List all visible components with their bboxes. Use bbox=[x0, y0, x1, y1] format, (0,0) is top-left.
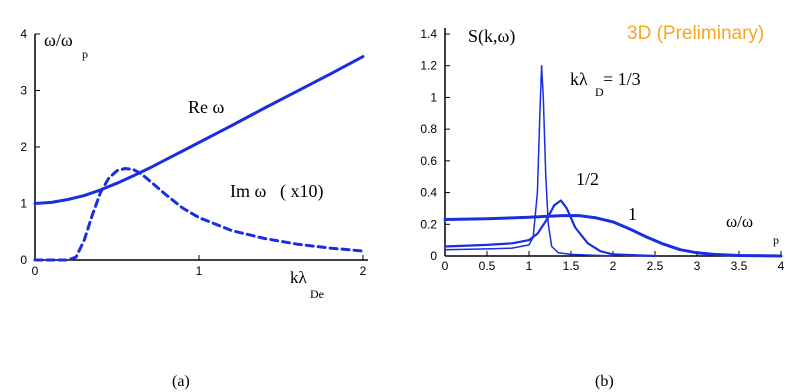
chart-a-ytick-label: 1 bbox=[20, 197, 27, 211]
chart-b-ytick-label: 0.6 bbox=[420, 154, 437, 168]
chart-b-ytick-label: 1.4 bbox=[420, 27, 437, 41]
chart-a-series-line-0 bbox=[33, 55, 365, 205]
chart-b-xtick-label: 3.5 bbox=[731, 259, 748, 273]
series-half-label: 1/2 bbox=[576, 169, 599, 189]
chart-a-ytick-label: 4 bbox=[20, 27, 27, 41]
chart-b-ytick-label: 0 bbox=[430, 249, 437, 263]
chart-b: 0 0.2 0.4 0.6 0.8 1 1.2 1.4 0 0.5 1 1.5 2 2.5 3 3.5 4 S… bbox=[420, 23, 784, 390]
chart-b-ylabel: S(k,ω) bbox=[468, 26, 515, 47]
chart-b-xtick-label: 3 bbox=[694, 259, 701, 273]
chart-b-xlabel-sub: p bbox=[773, 233, 779, 247]
panel-a-caption: (a) bbox=[172, 373, 190, 390]
im-omega-scale-label: ( x10) bbox=[280, 181, 324, 202]
chart-a-xtick-label: 2 bbox=[360, 264, 367, 278]
re-omega-label: Re ω bbox=[188, 97, 224, 117]
chart-b-xtick-label: 4 bbox=[778, 259, 785, 273]
chart-a-xtick-label: 0 bbox=[32, 264, 39, 278]
chart-b-ytick-label: 1.2 bbox=[420, 59, 437, 73]
chart-a-xlabel: kλ bbox=[290, 268, 308, 287]
chart-b-xtick-label: 1 bbox=[526, 259, 533, 273]
chart-b-xlabel: ω/ω bbox=[726, 212, 753, 231]
im-omega-label: Im ω bbox=[230, 181, 266, 201]
chart-b-title: 3D (Preliminary) bbox=[627, 23, 764, 44]
chart-b-xtick-label: 0.5 bbox=[479, 259, 496, 273]
panel-b-caption: (b) bbox=[595, 373, 614, 390]
chart-b-xtick-label: 2.5 bbox=[647, 259, 664, 273]
chart-a-ytick-label: 0 bbox=[20, 253, 27, 267]
chart-b-xtick-label: 0 bbox=[442, 259, 449, 273]
chart-b-series-line-2 bbox=[443, 214, 783, 258]
chart-b-ytick-label: 1 bbox=[430, 90, 437, 104]
chart-b-ytick-label: 0.8 bbox=[420, 122, 437, 136]
chart-a-ylabel-sub: p bbox=[82, 47, 88, 61]
chart-b-series-line-1 bbox=[443, 199, 657, 258]
chart-b-series-line-0 bbox=[444, 64, 614, 257]
series-third-label-sub: D bbox=[595, 85, 604, 99]
chart-a-ytick-label: 3 bbox=[20, 84, 27, 98]
series-third-label-value: = 1/3 bbox=[603, 69, 641, 89]
series-third-label: kλ bbox=[570, 69, 588, 89]
chart-a: 0 1 2 3 4 0 1 2 ω/ω p kλ De Re ω Im ω ( x10) (… bbox=[20, 27, 368, 390]
chart-b-xtick-label: 2 bbox=[610, 259, 617, 273]
chart-b-xtick-label: 1.5 bbox=[563, 259, 580, 273]
chart-b-ytick-label: 0.2 bbox=[420, 217, 437, 231]
series-one-label: 1 bbox=[628, 204, 637, 224]
chart-a-xlabel-sub: De bbox=[310, 287, 324, 301]
chart-a-ylabel: ω/ω bbox=[44, 30, 73, 50]
chart-b-ytick-label: 0.4 bbox=[420, 186, 437, 200]
chart-a-series-line-1 bbox=[33, 167, 365, 262]
chart-a-ytick-label: 2 bbox=[20, 140, 27, 154]
chart-a-xtick-label: 1 bbox=[196, 264, 203, 278]
